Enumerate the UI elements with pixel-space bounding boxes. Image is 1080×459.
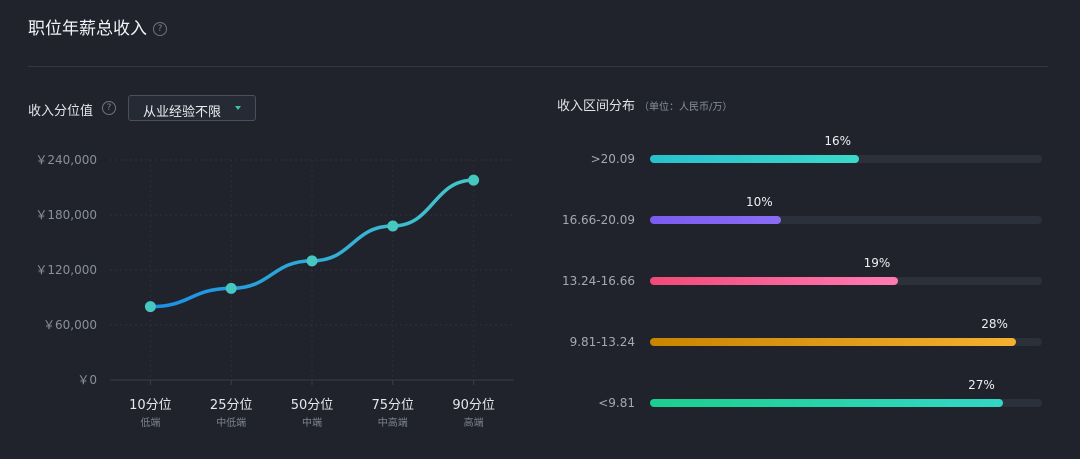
percentile-help-icon[interactable]: ? bbox=[102, 101, 116, 115]
x-tick-label: 10分位 bbox=[129, 398, 172, 413]
bar-fill bbox=[650, 216, 781, 224]
data-point bbox=[468, 174, 480, 186]
page-title: 职位年薪总收入 bbox=[28, 19, 147, 39]
experience-dropdown-value: 从业经验不限 bbox=[143, 105, 222, 120]
x-tick-label: 25分位 bbox=[210, 398, 253, 413]
range-label: 13.24-16.66 bbox=[561, 274, 635, 288]
percentile-label: 收入分位值 bbox=[28, 104, 94, 119]
distribution-row: 9.81-13.24 28% bbox=[540, 317, 1050, 361]
data-point bbox=[306, 255, 318, 267]
range-label: <9.81 bbox=[598, 396, 635, 410]
distribution-row: 16.66-20.09 10% bbox=[540, 195, 1050, 239]
x-tick-sublabel: 中低端 bbox=[216, 416, 246, 429]
range-label: 9.81-13.24 bbox=[569, 335, 635, 349]
x-tick-sublabel: 高端 bbox=[464, 416, 484, 429]
x-tick-label: 90分位 bbox=[452, 398, 495, 413]
x-tick-label: 50分位 bbox=[291, 398, 334, 413]
bar-fill bbox=[650, 338, 1016, 346]
chevron-down-icon bbox=[235, 106, 241, 110]
distribution-unit: （单位：人民币/万） bbox=[639, 102, 733, 113]
y-tick-label: ￥240,000 bbox=[35, 153, 97, 167]
bar-track bbox=[650, 399, 1042, 407]
data-point bbox=[387, 220, 399, 232]
distribution-row: <9.81 27% bbox=[540, 378, 1050, 422]
y-tick-label: ￥180,000 bbox=[35, 208, 97, 222]
bar-fill bbox=[650, 277, 899, 285]
percentage-label: 10% bbox=[745, 195, 773, 209]
data-point bbox=[144, 301, 156, 313]
bar-track bbox=[650, 216, 1042, 224]
bar-fill bbox=[650, 155, 860, 163]
distribution-row: 13.24-16.66 19% bbox=[540, 256, 1050, 300]
experience-dropdown[interactable]: 从业经验不限 bbox=[128, 95, 256, 121]
percentage-label: 28% bbox=[981, 317, 1008, 331]
bar-track bbox=[650, 338, 1042, 346]
x-tick-sublabel: 中高端 bbox=[378, 416, 408, 429]
y-tick-label: ￥120,000 bbox=[35, 263, 97, 277]
series-line bbox=[148, 178, 476, 309]
x-tick-sublabel: 中端 bbox=[302, 416, 322, 429]
data-point bbox=[225, 282, 237, 294]
distribution-title-text: 收入区间分布 bbox=[557, 99, 636, 114]
title-help-icon[interactable]: ? bbox=[153, 22, 167, 36]
distribution-row: >20.09 16% bbox=[540, 134, 1050, 178]
bar-track bbox=[650, 277, 1042, 285]
x-tick-label: 75分位 bbox=[372, 398, 415, 413]
range-label: 16.66-20.09 bbox=[561, 213, 635, 227]
y-tick-label: ￥60,000 bbox=[43, 318, 97, 332]
distribution-title: 收入区间分布 （单位：人民币/万） bbox=[557, 95, 732, 114]
percentage-label: 16% bbox=[824, 134, 852, 148]
percentage-label: 27% bbox=[968, 378, 995, 392]
percentage-label: 19% bbox=[863, 256, 891, 270]
x-tick-sublabel: 低端 bbox=[140, 416, 160, 429]
bar-track bbox=[650, 155, 1042, 163]
header-divider bbox=[28, 66, 1048, 67]
range-label: >20.09 bbox=[590, 152, 635, 166]
bar-fill bbox=[650, 399, 1003, 407]
y-tick-label: ￥0 bbox=[77, 373, 97, 387]
